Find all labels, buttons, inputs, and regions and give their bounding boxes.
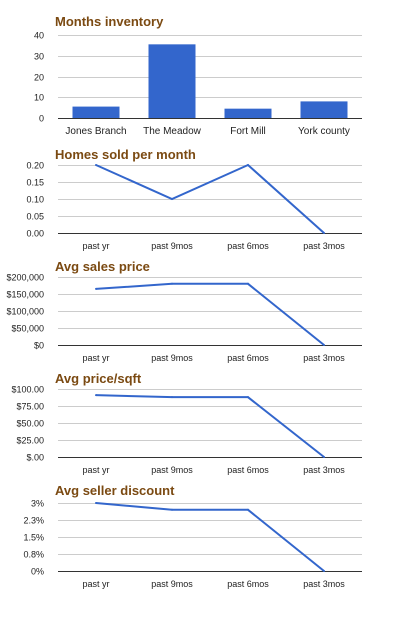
- chart-title: Avg price/sqft: [55, 371, 142, 386]
- chart-title: Avg seller discount: [55, 483, 175, 498]
- y-tick-label: 0.00: [26, 229, 44, 239]
- y-tick-label: 0.05: [26, 212, 44, 222]
- series-line: [95, 282, 325, 346]
- x-tick-label: Jones Branch: [65, 126, 126, 137]
- chart-title: Homes sold per month: [55, 147, 196, 162]
- avg-seller-discount-chart: Avg seller discount 0% 0.8% 1.5% 2.3% 3% past …: [0, 479, 404, 591]
- data-point-past-3mos: [323, 344, 325, 346]
- data-point-past-yr: [95, 287, 97, 290]
- y-tick-label: $100.00: [11, 385, 44, 395]
- chart-svg: Avg sales price $0 $50,000 $100,000 $150,000…: [6, 259, 362, 363]
- y-tick-label: $75.00: [16, 402, 44, 412]
- x-tick-label: past 6mos: [227, 241, 269, 251]
- y-tick-label: 30: [34, 52, 44, 62]
- y-tick-label: 0.15: [26, 178, 44, 188]
- data-point-past-9mos: [171, 396, 173, 399]
- chart-svg: Months inventory 0 10 20 30 40 Jones Branch The…: [34, 14, 362, 137]
- y-tick-label: 2.3%: [23, 516, 44, 526]
- y-tick-label: $200,000: [6, 273, 44, 283]
- x-tick-label: past 9mos: [151, 579, 193, 589]
- data-point-past-3mos: [323, 456, 325, 458]
- x-tick-label: past 9mos: [151, 241, 193, 251]
- y-tick-label: 0.8%: [23, 550, 44, 560]
- data-point-past-3mos: [323, 232, 325, 234]
- data-point-past-yr: [95, 502, 97, 504]
- y-tick-label: 10: [34, 93, 44, 103]
- data-point-past-6mos: [247, 396, 249, 399]
- x-tick-label: past 3mos: [303, 465, 345, 475]
- x-tick-label: past 3mos: [303, 353, 345, 363]
- x-tick-label: past 9mos: [151, 353, 193, 363]
- x-tick-label: past 6mos: [227, 465, 269, 475]
- y-tick-label: $150,000: [6, 290, 44, 300]
- y-tick-label: $0: [34, 341, 44, 351]
- y-tick-label: 0: [39, 114, 44, 124]
- x-tick-label: Fort Mill: [230, 126, 266, 137]
- avg-price-sqft-chart: Avg price/sqft $.00 $25.00 $50.00 $75.00 $100…: [0, 367, 404, 479]
- x-tick-label: past yr: [82, 465, 109, 475]
- y-tick-label: 20: [34, 73, 44, 83]
- series-line: [95, 502, 325, 572]
- data-point-past-yr: [95, 394, 97, 397]
- y-tick-label: $25.00: [16, 436, 44, 446]
- y-tick-label: $50,000: [11, 324, 44, 334]
- data-point-past-6mos: [247, 508, 249, 511]
- y-tick-label: $100,000: [6, 307, 44, 317]
- y-tick-label: $50.00: [16, 419, 44, 429]
- x-tick-label: past 6mos: [227, 353, 269, 363]
- chart-svg: Avg seller discount 0% 0.8% 1.5% 2.3% 3% past …: [23, 483, 362, 589]
- bar-jones-branch: [72, 106, 120, 118]
- x-tick-label: past 3mos: [303, 579, 345, 589]
- data-point-past-3mos: [323, 570, 325, 572]
- data-point-past-9mos: [171, 282, 173, 285]
- y-tick-label: 0.20: [26, 161, 44, 171]
- x-tick-label: past yr: [82, 579, 109, 589]
- series-line: [95, 163, 325, 234]
- x-tick-label: past 3mos: [303, 241, 345, 251]
- data-point-past-9mos: [171, 198, 173, 200]
- homes-sold-per-month-chart: Homes sold per month 0.00 0.05 0.10 0.15 0.20…: [0, 143, 404, 255]
- x-tick-label: past yr: [82, 241, 109, 251]
- y-tick-label: $.00: [26, 453, 44, 463]
- y-tick-label: 0.10: [26, 195, 44, 205]
- y-tick-label: 40: [34, 31, 44, 41]
- data-point-past-yr: [95, 164, 97, 166]
- months-inventory-chart: Months inventory 0 10 20 30 40 Jones Branch The…: [0, 0, 404, 143]
- avg-sales-price-chart: Avg sales price $0 $50,000 $100,000 $150,000…: [0, 255, 404, 367]
- x-tick-label: past yr: [82, 353, 109, 363]
- bar-fort-mill: [224, 108, 272, 118]
- y-tick-label: 0%: [31, 567, 44, 577]
- x-tick-label: The Meadow: [143, 126, 202, 137]
- bar-york-county: [300, 101, 348, 118]
- y-tick-label: 3%: [31, 499, 44, 509]
- data-point-past-9mos: [171, 508, 173, 511]
- series-line: [95, 394, 325, 458]
- y-tick-label: 1.5%: [23, 533, 44, 543]
- chart-svg: Homes sold per month 0.00 0.05 0.10 0.15 0.20…: [26, 147, 362, 251]
- data-point-past-6mos: [247, 282, 249, 285]
- chart-title: Months inventory: [55, 14, 164, 29]
- chart-title: Avg sales price: [55, 259, 150, 274]
- data-point-past-6mos: [247, 164, 249, 166]
- x-tick-label: York county: [298, 126, 350, 137]
- x-tick-label: past 6mos: [227, 579, 269, 589]
- x-tick-label: past 9mos: [151, 465, 193, 475]
- bar-the-meadow: [148, 44, 196, 118]
- chart-svg: Avg price/sqft $.00 $25.00 $50.00 $75.00 $100…: [11, 371, 362, 475]
